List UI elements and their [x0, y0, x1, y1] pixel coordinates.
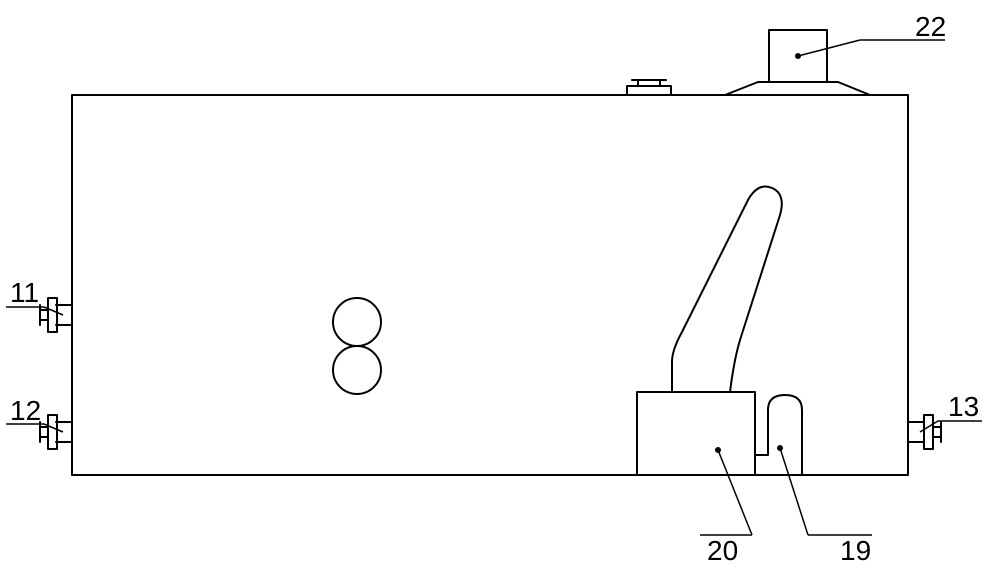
roller-upper [333, 298, 381, 346]
callout-20: 20 [700, 450, 752, 566]
enclosure-box [72, 95, 908, 475]
diagram-canvas: 22 11 12 13 20 19 [0, 0, 1000, 573]
callout-19: 19 [780, 448, 872, 566]
top-cap [627, 80, 671, 95]
callout-13: 13 [920, 391, 982, 432]
callout-12: 12 [6, 395, 63, 432]
callout-19-label: 19 [840, 535, 871, 566]
roller-lower [333, 346, 381, 394]
part-11 [40, 298, 72, 332]
part-12 [40, 415, 72, 449]
lever-handle [672, 187, 782, 393]
part-19 [755, 395, 802, 475]
callout-22-label: 22 [915, 11, 946, 42]
part-20 [637, 392, 755, 475]
callout-13-label: 13 [948, 391, 979, 422]
callout-22: 22 [798, 11, 946, 56]
callout-12-label: 12 [10, 395, 41, 426]
part-13 [908, 415, 941, 449]
top-funnel [725, 82, 870, 95]
callout-11: 11 [6, 277, 63, 315]
callout-11-label: 11 [10, 277, 39, 308]
callout-20-label: 20 [707, 535, 738, 566]
